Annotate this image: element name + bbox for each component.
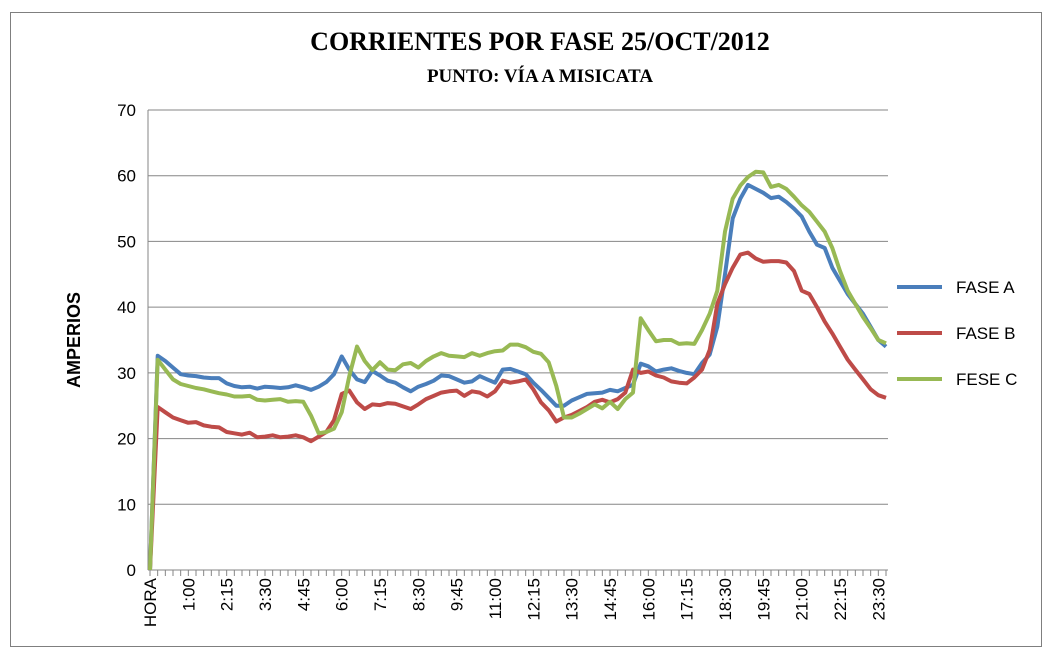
y-axis-label: AMPERIOS [64, 292, 84, 388]
legend-label: FASE B [956, 324, 1016, 343]
x-tick-label: 13:30 [563, 578, 582, 621]
y-tick-label: 60 [117, 167, 136, 186]
y-tick-label: 20 [117, 430, 136, 449]
legend-label: FESE C [956, 370, 1017, 389]
legend-label: FASE A [956, 278, 1015, 297]
x-tick-label: 18:30 [716, 578, 735, 621]
x-tick-label: HORA [141, 577, 160, 627]
series-line [148, 182, 888, 571]
chart-subtitle: PUNTO: VÍA A MISICATA [427, 65, 653, 87]
x-tick-label: 11:00 [486, 578, 505, 619]
x-tick-label: 7:15 [371, 578, 390, 611]
x-tick-label: 14:45 [601, 578, 620, 621]
y-tick-label: 10 [117, 495, 136, 514]
x-tick-label: 6:00 [333, 578, 352, 611]
y-tick-label: 40 [117, 298, 136, 317]
chart-border [10, 12, 1042, 647]
series-line [148, 250, 887, 571]
y-tick-label: 70 [117, 101, 136, 120]
x-tick-label: 21:00 [793, 578, 812, 621]
x-tick-label: 1:00 [179, 578, 198, 611]
y-tick-label: 50 [117, 232, 136, 251]
x-tick-label: 9:45 [448, 578, 467, 611]
x-tick-label: 12:15 [524, 578, 543, 621]
chart-title: CORRIENTES POR FASE 25/OCT/2012 [310, 27, 770, 56]
x-tick-label: 3:30 [256, 578, 275, 611]
series-line [148, 169, 887, 571]
x-tick-label: 8:30 [409, 578, 428, 611]
y-tick-label: 0 [127, 561, 136, 580]
x-tick-label: 19:45 [754, 578, 773, 621]
x-tick-label: 23:30 [869, 578, 888, 621]
y-tick-label: 30 [117, 364, 136, 383]
x-tick-label: 17:15 [678, 578, 697, 621]
x-tick-label: 2:15 [218, 578, 237, 611]
x-tick-label: 22:15 [831, 578, 850, 621]
x-tick-label: 4:45 [294, 578, 313, 611]
x-tick-label: 16:00 [639, 578, 658, 621]
